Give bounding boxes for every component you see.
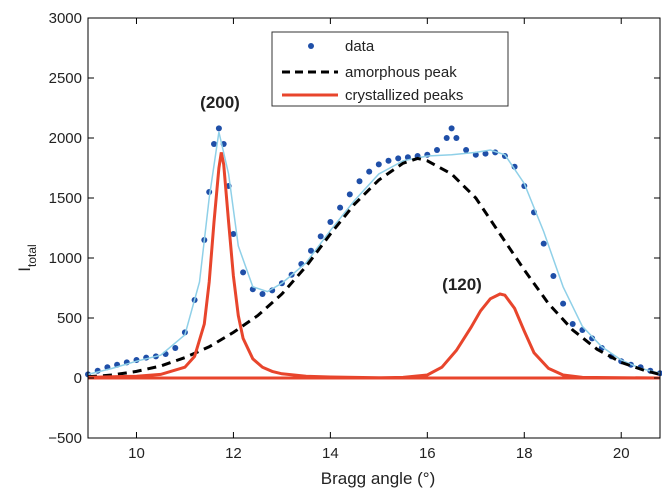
data-point — [569, 321, 576, 327]
data-point — [172, 345, 179, 351]
x-tick-label: 18 — [516, 445, 533, 462]
data-point — [560, 300, 567, 307]
data-point — [463, 147, 470, 153]
y-tick-label: −500 — [48, 430, 82, 447]
data-point — [211, 141, 217, 147]
series-layer — [85, 125, 662, 380]
x-tick-label: 16 — [419, 445, 436, 462]
data-point — [385, 157, 392, 164]
y-tick-label: 0 — [74, 370, 82, 387]
data-point — [540, 240, 547, 247]
series-crystallized-peaks — [87, 152, 661, 380]
data-point — [434, 147, 440, 153]
data-point — [230, 231, 237, 237]
y-tick-label: 2500 — [49, 70, 82, 87]
data-point — [337, 204, 344, 211]
y-tick-label: 1000 — [49, 250, 82, 267]
data-point — [550, 273, 557, 279]
x-tick-label: 20 — [613, 445, 630, 462]
legend: data amorphous peak crystallized peaks — [271, 31, 509, 107]
y-tick-label: 1500 — [49, 190, 82, 207]
y-tick-label: 500 — [57, 310, 82, 327]
axes-layer: 10 12 14 16 18 20 −500 0 500 1000 1500 2000 2500 3000 — [48, 10, 661, 462]
data-point — [453, 135, 460, 141]
x-tick-label: 10 — [128, 445, 145, 462]
x-axis-title: Bragg angle (°) — [321, 469, 436, 488]
legend-data-label: data — [345, 38, 375, 55]
data-point — [259, 291, 266, 297]
svg-text:Itotal: Itotal — [15, 244, 39, 271]
data-point — [443, 135, 450, 141]
y-tick-label: 2000 — [49, 130, 82, 147]
data-point — [240, 269, 247, 276]
data-point — [346, 191, 353, 198]
legend-amorphous-label: amorphous peak — [345, 64, 457, 81]
legend-data-marker — [308, 43, 314, 49]
peak-label-120: (120) — [442, 275, 482, 294]
data-point — [356, 178, 363, 185]
data-point — [395, 155, 402, 162]
data-point — [308, 247, 314, 254]
data-point — [375, 161, 382, 168]
data-point — [404, 154, 411, 161]
peak-label-200: (200) — [200, 93, 240, 112]
x-tick-label: 14 — [322, 445, 339, 462]
series-amorphous-peak — [87, 156, 661, 379]
data-point — [589, 335, 596, 342]
y-axis-title: Itotal — [15, 244, 39, 271]
x-tick-label: 12 — [225, 445, 242, 462]
y-tick-label: 3000 — [49, 10, 82, 27]
series-fit-line — [87, 131, 661, 376]
plot-frame — [87, 17, 661, 439]
data-point — [366, 168, 373, 175]
y-axis-title-main: I — [15, 267, 34, 272]
legend-crystalline-label: crystallized peaks — [345, 87, 463, 104]
data-point — [215, 125, 222, 132]
data-point — [482, 150, 489, 157]
data-point — [327, 219, 334, 225]
data-point — [317, 233, 324, 240]
y-axis-title-subscript: total — [25, 244, 39, 267]
data-point — [448, 125, 455, 132]
